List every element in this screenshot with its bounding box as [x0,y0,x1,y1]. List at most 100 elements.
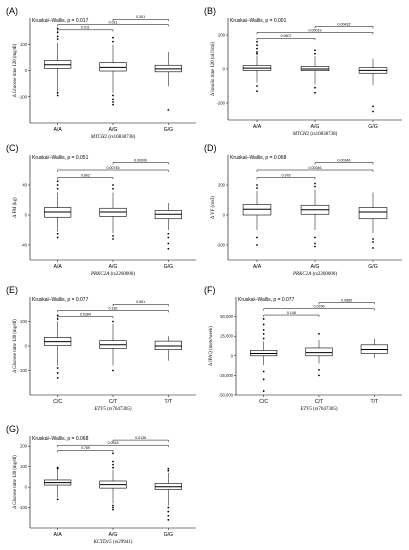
kruskal-wallis-label: Kruskal–Wallis, p = 0.051 [32,155,89,161]
x-tick-label: A/G [109,264,118,270]
comparison-p-value: 0.182 [109,306,118,310]
y-tick-label: -100 [19,505,28,510]
outlier-point [56,376,59,379]
outlier-point [56,187,59,190]
x-tick-label: C/C [259,399,268,405]
outlier-point [167,506,170,509]
outlier-point [372,247,374,249]
panel-f: (F) Kruskal–Wallis, p = 0.077 -50,000 -25,0… [204,285,402,412]
outlier-point [318,369,320,371]
y-tick-label: 100 [20,464,28,469]
outlier-point [262,337,265,340]
y-tick-label: 0 [25,213,28,218]
outlier-point [112,98,114,101]
outlier-point [256,90,258,92]
outlier-point [372,110,374,113]
box-iqr [154,340,182,350]
x-tick-label: A/A [53,264,62,270]
box-iqr [358,207,388,220]
outlier-point [262,378,265,381]
comparison-p-value: 0.769 [81,446,90,450]
outlier-point [314,185,316,188]
outlier-point [56,38,59,40]
outlier-point [256,40,258,43]
outlier-point [167,514,170,517]
outlier-point [262,329,265,331]
y-tick-label: -100 [19,368,28,373]
outlier-point [112,508,114,511]
snp-id: (rs7647305) [312,407,338,412]
outlier-point [112,184,114,186]
snp-id: (rs29941) [112,540,133,545]
outlier-point [167,242,170,245]
comparison-p-value: 0.00000 [134,158,147,162]
y-tick-label: 50,000 [220,314,233,319]
outlier-point [112,320,114,323]
outlier-point [318,332,320,335]
y-tick-label: -25,000 [219,373,234,378]
y-tick-label: 200 [20,444,28,449]
y-tick-label: -200 [217,101,226,106]
comparison-p-value: 0.148 [287,311,296,315]
panel-d: (D) Kruskal–Wallis, p = 0.068 -200 0 200 Δ VF… [204,143,402,277]
outlier-point [314,236,316,239]
outlier-point [314,242,316,245]
y-tick-label: 0 [25,344,28,349]
outlier-point [256,52,258,55]
comparison-p-value: 0.011 [81,26,90,30]
outlier-point [262,370,265,373]
kruskal-wallis-label: Kruskal–Wallis, p = 0.077 [32,297,89,303]
y-tick-label: 40 [22,183,27,188]
outlier-point [167,510,170,513]
outlier-point [372,238,374,240]
outlier-point [262,323,265,326]
outlier-point [256,187,258,189]
outlier-point [314,182,316,185]
outlier-point [56,27,59,30]
outlier-point [56,94,59,97]
outlier-point [56,180,59,183]
y-tick-label: 0 [223,213,226,218]
outlier-point [56,314,59,317]
outlier-point [372,241,374,243]
kruskal-wallis-label: Kruskal–Wallis, p = 0.077 [238,297,295,303]
outlier-point [256,244,258,246]
x-tick-label: A/A [53,127,62,133]
y-axis-label: Δ Glucose time 120 (mg/dl) [13,319,18,373]
gene-name: ETV5 [299,407,312,412]
outlier-point [314,86,316,89]
panel-label: (D) [204,143,217,153]
outlier-point [56,184,59,186]
gene-name: PRKC2A [90,272,110,277]
outlier-point [314,52,316,55]
outlier-point [112,369,114,372]
outlier-point [256,51,258,53]
outlier-point [56,232,59,235]
outlier-point [112,187,114,190]
outlier-point [256,236,258,239]
x-tick-label: A/G [109,532,118,538]
x-tick-label: A/G [311,264,320,270]
x-tick-label: C/C [53,399,62,405]
outlier-point [262,318,265,320]
comparison-p-value: 0.00346 [309,166,322,170]
comparison-p-value: 0.978 [282,173,291,177]
x-axis-label: PRKC2A (rs2260000) [90,272,135,277]
comparison-p-value: 0.301 [136,15,145,19]
outlier-point [256,184,258,186]
y-axis-label: Δ FM (kg) [13,197,18,218]
outlier-point [112,460,114,463]
gene-name: MTCH2 [90,135,108,140]
comparison-p-value: 0.802 [81,173,90,177]
x-tick-label: A/A [253,264,262,270]
outlier-point [372,105,374,108]
outlier-point [314,245,316,248]
outlier-point [112,101,114,103]
y-axis-label: Δ VF (cm3) [211,196,216,219]
outlier-point [167,236,170,239]
comparison-p-value: 0.0296 [314,305,325,309]
y-axis-label: Δ Glucose time 120 (mg/dl) [13,43,18,97]
x-axis-label: MTCH2 (rs10838738) [90,135,136,140]
outlier-point [112,452,114,455]
x-tick-label: A/A [253,124,262,130]
